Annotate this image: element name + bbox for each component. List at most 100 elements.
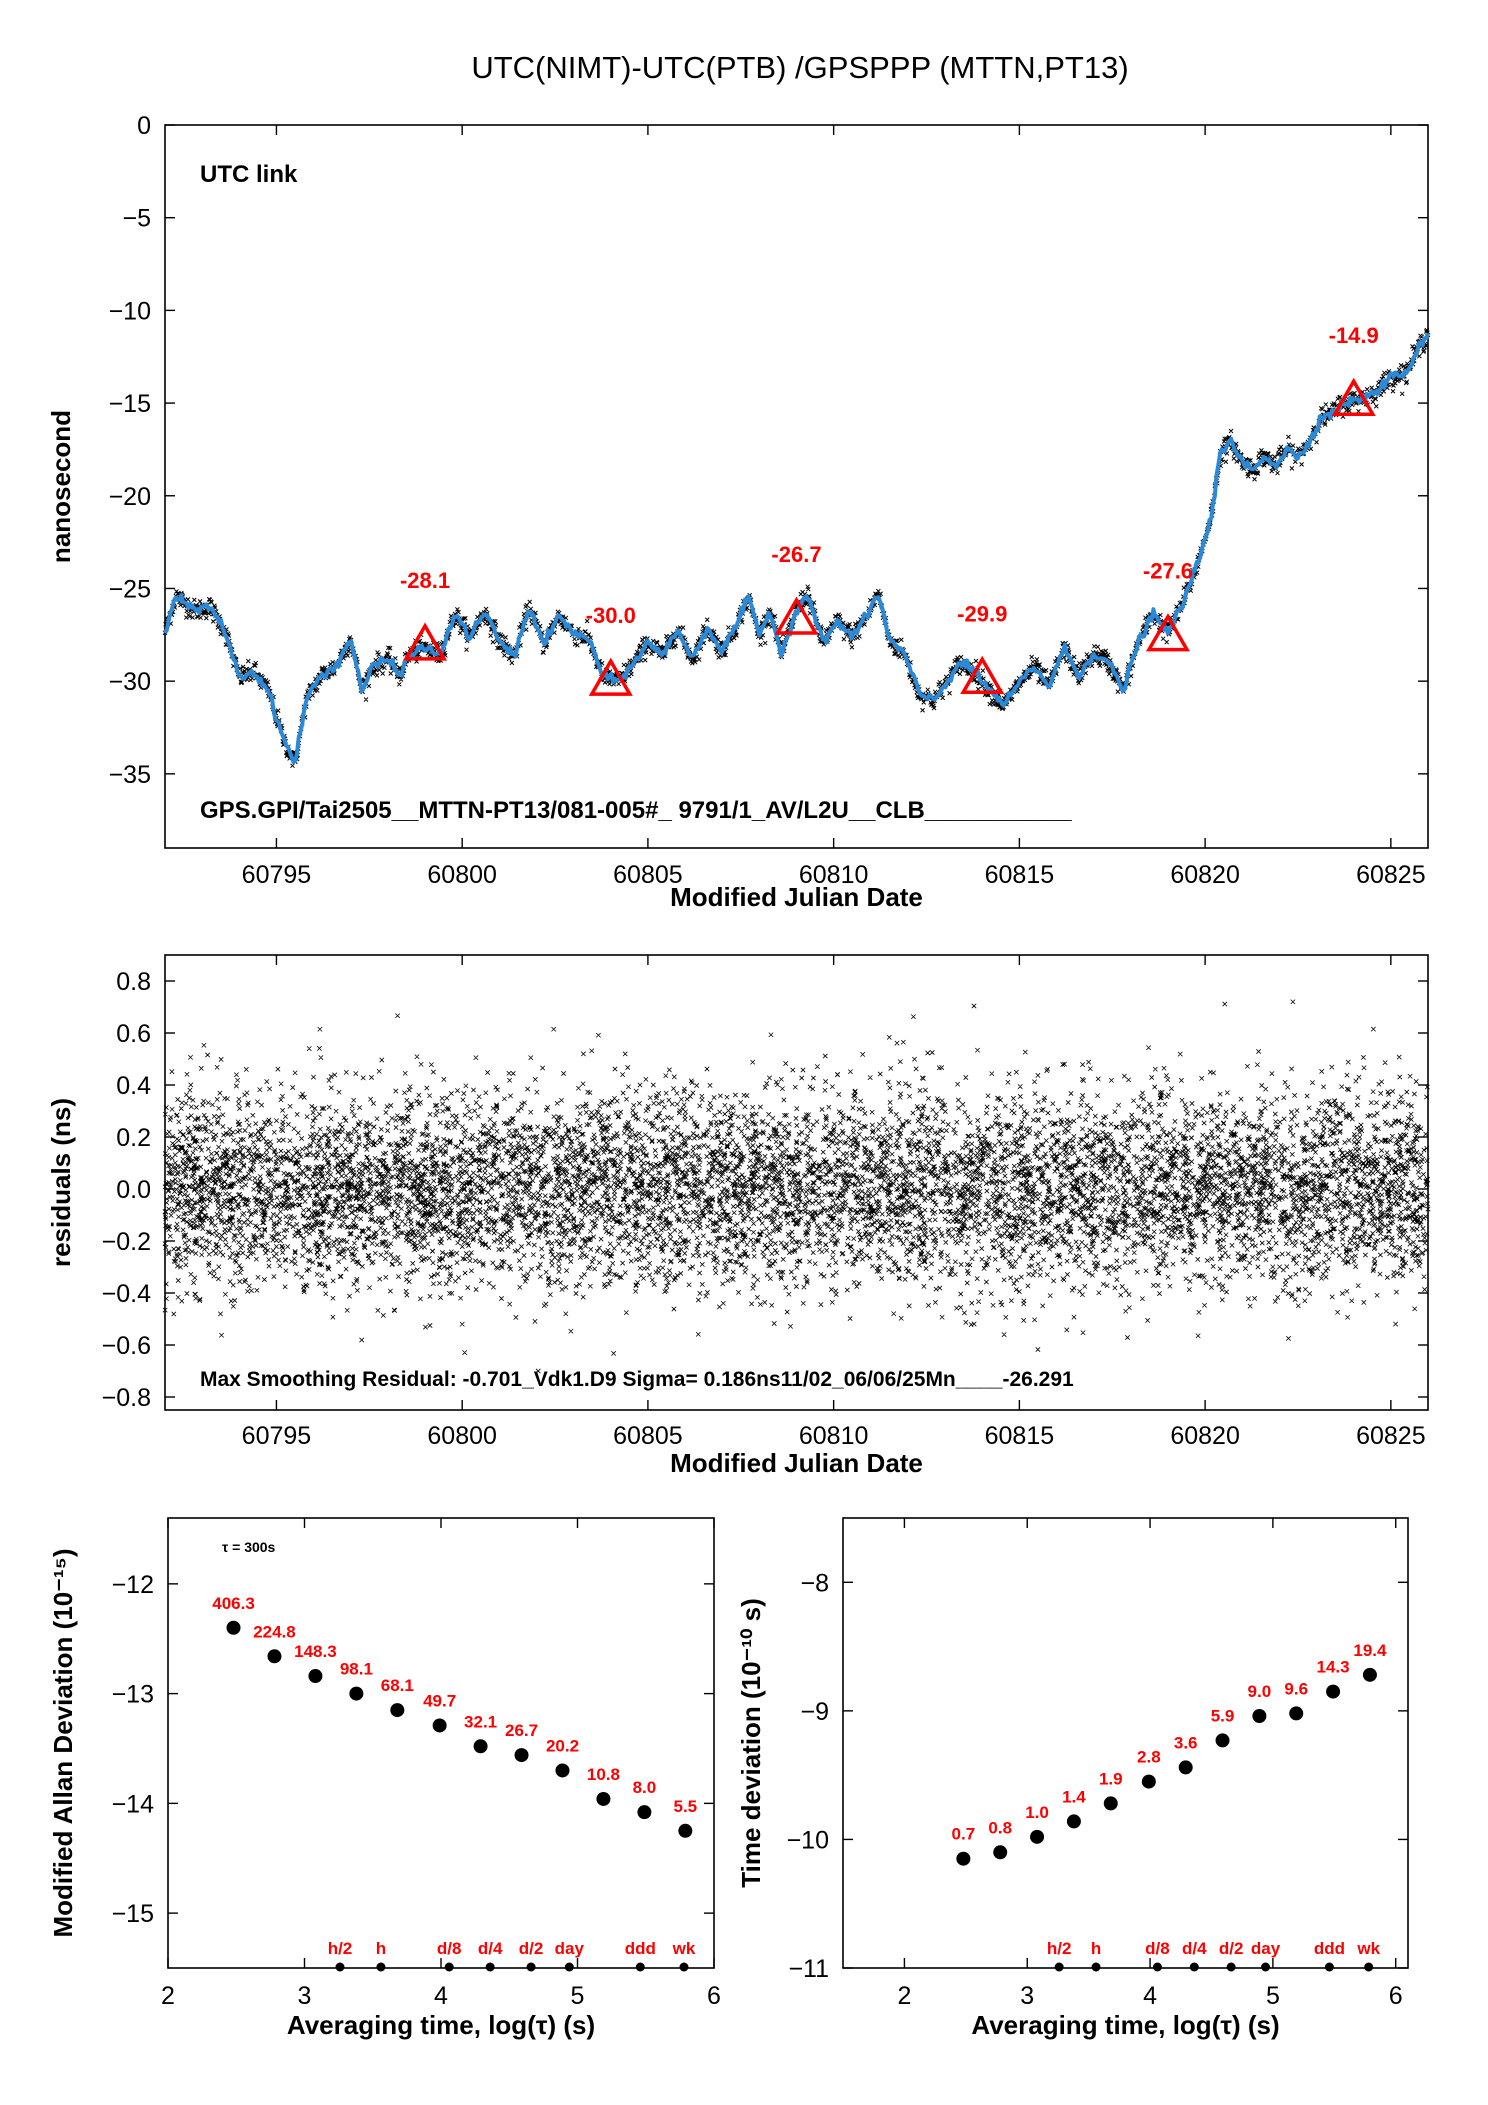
deviation-point (1178, 1760, 1193, 1775)
deviation-point (308, 1669, 323, 1684)
y-tick-label: −0.4 (102, 1280, 151, 1308)
deviation-point (956, 1851, 971, 1866)
x-axis-label: Modified Julian Date (670, 1448, 923, 1478)
time-marker-dot (485, 1962, 495, 1972)
deviation-point (1103, 1796, 1118, 1811)
y-tick-label: 0.6 (116, 1020, 151, 1048)
allan-deviation-plot: 2 3 4 5 6 −12 −13 −14 −15 Averaging time, log(τ) … (48, 1517, 721, 2040)
triangle-marker (960, 655, 1005, 695)
time-marker-label: wk (672, 1939, 696, 1958)
triangle-marker (1145, 613, 1190, 652)
x-tick-label: 5 (571, 1982, 585, 2010)
x-tick-label: 60825 (1356, 1422, 1426, 1450)
time-marker-label: d/4 (1182, 1939, 1207, 1958)
plot-frame (842, 1517, 1409, 1969)
deviation-point (1215, 1733, 1230, 1748)
time-marker-label: d/2 (1219, 1939, 1244, 1958)
triangle-marker (403, 622, 448, 661)
y-axis-label: nanosecond (46, 410, 76, 563)
x-tick-label: 2 (161, 1982, 175, 2010)
residuals-plot: 60795 60800 60805 60810 60815 60820 60825 0.8 0.… (46, 954, 1431, 1478)
time-marker-dot (1091, 1962, 1101, 1972)
marker-value-label: -26.7 (771, 542, 821, 567)
time-marker-label: d/4 (478, 1939, 503, 1958)
time-marker-dot (635, 1962, 645, 1972)
x-tick-label: 60815 (985, 861, 1055, 889)
deviation-value-label: 49.7 (423, 1691, 456, 1710)
time-marker-dot (1226, 1962, 1236, 1972)
y-tick-label: −15 (112, 1900, 154, 1928)
x-tick-label: 60820 (1170, 861, 1240, 889)
time-marker-dot (1152, 1962, 1162, 1972)
deviation-point (1252, 1709, 1267, 1723)
residual-summary-text: Max Smoothing Residual: -0.701_Vdk1.D9 S… (200, 1368, 1074, 1391)
y-axis-label: residuals (ns) (46, 1098, 76, 1267)
x-tick-label: 60810 (799, 861, 869, 889)
y-tick-label: −10 (787, 1826, 829, 1854)
deviation-value-label: 20.2 (546, 1736, 579, 1755)
marker-value-label: -29.9 (957, 601, 1007, 626)
deviation-value-label: 26.7 (505, 1721, 538, 1740)
deviation-value-label: 32.1 (464, 1712, 497, 1731)
time-marker-dot (376, 1962, 386, 1972)
y-tick-label: −9 (800, 1698, 829, 1726)
time-marker-label: day (1251, 1939, 1281, 1958)
y-tick-label: −0.2 (102, 1228, 151, 1256)
deviation-value-label: 1.9 (1099, 1769, 1123, 1788)
deviation-point (349, 1686, 364, 1701)
deviation-point (555, 1763, 570, 1778)
x-tick-label: 60795 (242, 1422, 312, 1450)
deviation-value-label: 1.0 (1025, 1803, 1049, 1822)
deviation-value-label: 406.3 (212, 1594, 255, 1613)
y-tick-label: 0.8 (116, 968, 151, 996)
x-tick-label: 5 (1266, 1982, 1280, 2010)
x-tick-label: 4 (434, 1982, 448, 2010)
y-axis-label: Modified Allan Deviation (10⁻¹⁵) (48, 1549, 78, 1938)
deviation-value-label: 8.0 (633, 1778, 657, 1797)
deviation-point (1030, 1829, 1045, 1844)
x-axis-label: Averaging time, log(τ) (s) (287, 2010, 595, 2040)
marker-value-label: -14.9 (1329, 323, 1379, 348)
time-marker-dot (1189, 1962, 1199, 1972)
deviation-value-label: 9.6 (1284, 1679, 1308, 1698)
triangle-marker (588, 657, 633, 696)
y-tick-label: 0 (137, 112, 151, 140)
x-tick-label: 60825 (1356, 861, 1426, 889)
y-tick-label: −12 (112, 1571, 154, 1599)
y-tick-label: −0.8 (102, 1384, 151, 1412)
time-marker-dot (444, 1962, 454, 1972)
time-marker-label: d/8 (437, 1939, 462, 1958)
x-tick-label: 60805 (613, 1422, 683, 1450)
smoothed-series-line (163, 332, 1430, 764)
time-marker-label: h/2 (328, 1939, 353, 1958)
deviation-value-label: 1.4 (1062, 1787, 1086, 1806)
deviation-value-label: 3.6 (1174, 1733, 1198, 1752)
y-tick-label: −15 (109, 390, 151, 418)
time-marker-label: d/2 (519, 1939, 544, 1958)
time-marker-dot (526, 1962, 536, 1972)
residual-points (162, 999, 1431, 1374)
x-axis-label: Modified Julian Date (670, 882, 923, 912)
deviation-point (678, 1823, 693, 1838)
deviation-value-label: 5.9 (1211, 1706, 1235, 1725)
y-tick-label: −8 (800, 1569, 829, 1597)
y-tick-label: −30 (109, 668, 151, 696)
time-marker-label: wk (1356, 1939, 1380, 1958)
deviation-value-label: 19.4 (1353, 1641, 1387, 1660)
x-tick-label: 3 (1020, 1982, 1034, 2010)
x-tick-label: 6 (1389, 1982, 1403, 2010)
deviation-point (1362, 1667, 1377, 1682)
deviation-point (226, 1620, 241, 1635)
deviation-value-label: 224.8 (253, 1622, 296, 1641)
deviation-point (473, 1739, 488, 1754)
time-marker-dot (1054, 1962, 1064, 1972)
y-tick-label: −25 (109, 575, 151, 603)
deviation-value-label: 68.1 (381, 1676, 414, 1695)
y-tick-label: −13 (112, 1681, 154, 1709)
x-tick-label: 60800 (427, 861, 497, 889)
time-deviation-plot: 2 3 4 5 6 −8 −9 −10 −11 Averaging time, log(τ) (s… (736, 1517, 1409, 2040)
deviation-value-label: 14.3 (1317, 1658, 1350, 1677)
time-marker-dot (1324, 1962, 1334, 1972)
time-marker-dot (335, 1962, 345, 1972)
chart-title: UTC(NIMT)-UTC(PTB) /GPSPPP (MTTN,PT13) (471, 50, 1128, 85)
